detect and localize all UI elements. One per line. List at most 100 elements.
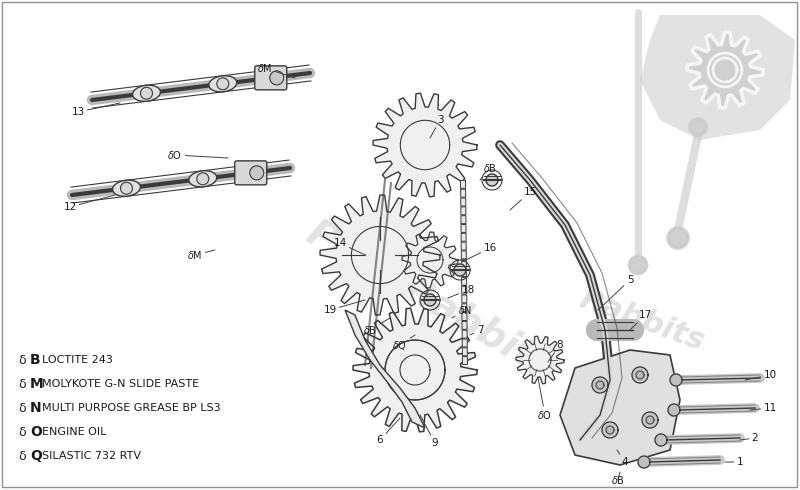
Polygon shape [629,256,647,274]
Text: SILASTIC 732 RTV: SILASTIC 732 RTV [42,451,141,461]
Text: 12: 12 [63,195,115,212]
Text: $\delta$N: $\delta$N [452,304,472,318]
Text: M: M [30,377,44,391]
Ellipse shape [133,85,161,101]
Text: 13: 13 [71,103,120,117]
FancyBboxPatch shape [234,161,266,185]
Text: $\delta$M: $\delta$M [187,249,215,261]
Circle shape [121,182,133,194]
Text: 3: 3 [430,115,443,138]
Bar [461,242,466,250]
Text: N: N [30,401,42,415]
Polygon shape [402,232,458,288]
Polygon shape [560,350,680,465]
Polygon shape [638,456,650,468]
FancyBboxPatch shape [254,66,286,90]
Polygon shape [642,412,658,428]
Polygon shape [592,377,608,393]
Ellipse shape [113,180,141,196]
Text: 17: 17 [630,310,652,330]
Text: LOCTITE 243: LOCTITE 243 [42,355,113,365]
Text: $\delta$O: $\delta$O [538,378,553,421]
Bar [462,304,467,312]
Text: 15: 15 [510,187,537,210]
Text: 2: 2 [740,433,758,443]
Text: $\delta$B: $\delta$B [611,472,625,486]
Ellipse shape [209,75,237,92]
Polygon shape [640,15,795,140]
Polygon shape [345,310,425,428]
Bar [462,251,466,259]
Bar [462,321,467,329]
Polygon shape [713,58,737,82]
Bar [461,233,466,241]
Bar [462,348,467,356]
Text: 8: 8 [548,340,563,362]
Circle shape [270,71,284,85]
Circle shape [217,78,229,90]
Bar [462,357,467,365]
Polygon shape [602,422,618,438]
Text: 6: 6 [377,418,400,445]
Polygon shape [670,374,682,386]
Polygon shape [606,426,614,434]
Text: δ: δ [18,449,26,463]
Text: 5: 5 [598,275,634,310]
Polygon shape [646,416,654,424]
Text: 9: 9 [420,415,438,448]
Bar [462,313,467,320]
Polygon shape [687,32,763,108]
Bar [462,277,466,285]
Polygon shape [320,195,440,315]
Text: ENGINE OIL: ENGINE OIL [42,427,106,437]
Polygon shape [636,371,644,379]
Text: 14: 14 [334,238,365,255]
Polygon shape [655,434,667,446]
Bar [461,207,466,215]
Text: δ: δ [18,401,26,415]
Bar [461,224,466,232]
Text: 19: 19 [323,300,365,315]
Bar [462,339,467,347]
Text: B: B [30,353,41,367]
Polygon shape [668,228,688,248]
Polygon shape [486,174,498,186]
Text: δ: δ [18,425,26,439]
Polygon shape [353,308,477,432]
Text: Q: Q [30,449,42,463]
Bar [461,189,466,197]
Text: $\delta$B: $\delta$B [363,318,390,336]
Text: $\delta$Q: $\delta$Q [393,335,415,351]
Text: 1: 1 [725,457,743,467]
Bar [461,198,466,206]
Polygon shape [373,93,477,197]
Text: $\delta$B: $\delta$B [480,162,497,180]
Polygon shape [424,294,436,306]
Text: $\delta$M: $\delta$M [258,62,295,78]
Text: O: O [30,425,42,439]
Circle shape [197,173,209,185]
Text: 18: 18 [448,285,474,298]
Text: δ: δ [18,353,26,367]
Text: δ: δ [18,377,26,391]
Bar [461,216,466,223]
Text: 7: 7 [470,325,483,335]
Ellipse shape [189,171,217,187]
Text: PartsRabbits: PartsRabbits [299,214,561,387]
Text: 11: 11 [750,403,777,413]
Text: $\delta$O: $\delta$O [167,149,228,161]
Bar [462,330,467,338]
Text: MULTI PURPOSE GREASE BP LS3: MULTI PURPOSE GREASE BP LS3 [42,403,221,413]
Polygon shape [596,381,604,389]
Circle shape [141,87,153,99]
Bar [462,260,466,268]
Polygon shape [632,367,648,383]
Bar [462,286,466,294]
Text: MOLYKOTE G-N SLIDE PASTE: MOLYKOTE G-N SLIDE PASTE [42,379,199,389]
Circle shape [250,166,264,180]
Bar [461,180,466,188]
Text: 16: 16 [462,243,497,262]
Polygon shape [454,264,466,276]
Text: Rabbits: Rabbits [575,284,708,356]
Bar [462,295,467,303]
